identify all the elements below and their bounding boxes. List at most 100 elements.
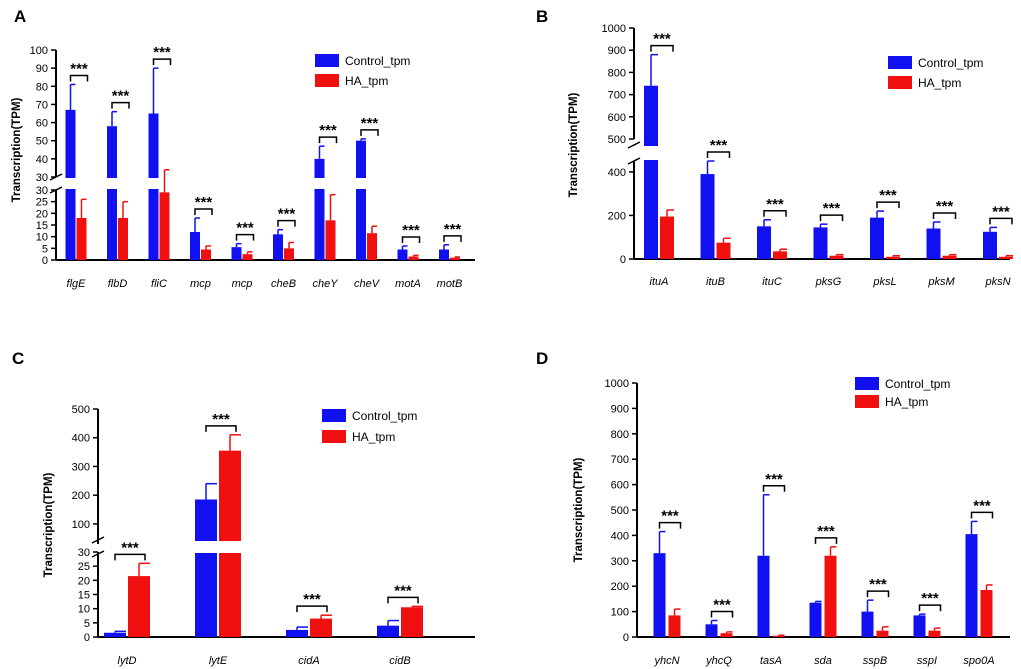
control-bar-pksG: [813, 227, 828, 259]
ha-bar-cheY: [325, 220, 336, 260]
y-tick-label: 400: [72, 433, 90, 445]
significance-bracket: [762, 485, 786, 492]
x-tick-label: lytE: [209, 655, 228, 667]
legend-label: HA_tpm: [352, 430, 395, 444]
bar-break-gap: [643, 146, 659, 160]
significance-bracket: [814, 537, 838, 544]
significance-bracket: [706, 151, 731, 158]
x-tick-label: cidA: [298, 655, 319, 667]
x-tick-label: yhcN: [653, 655, 679, 667]
legend-label: HA_tpm: [345, 74, 388, 88]
significance-label: ***: [879, 187, 897, 204]
ha-bar-spo0A: [980, 590, 993, 637]
y-axis-label: Transcription(TPM): [11, 97, 23, 202]
y-tick-label: 700: [611, 454, 629, 466]
control-bar-yhcQ: [705, 624, 718, 637]
control-bar-pksN: [983, 231, 997, 259]
significance-bracket: [387, 596, 419, 604]
significance-bracket: [277, 219, 296, 227]
legend-label: Control_tpm: [352, 409, 417, 423]
y-tick-label: 400: [611, 530, 629, 542]
x-tick-label: tasA: [760, 655, 782, 667]
control-bar-lytD: [104, 632, 126, 637]
axis-break-mark: [49, 186, 63, 194]
control-bar-spo0A: [965, 534, 978, 637]
x-tick-label: ituA: [650, 276, 669, 288]
x-tick-label: pksL: [872, 276, 896, 288]
panel-letter: D: [536, 349, 548, 368]
ha-bar-mcp: [201, 249, 211, 260]
y-tick-label: 20: [78, 575, 90, 587]
significance-bracket: [152, 58, 172, 66]
y-tick-label: 700: [608, 90, 626, 102]
y-tick-label: 800: [608, 67, 626, 79]
y-tick-label: 100: [30, 45, 48, 57]
ha-bar-motB: [450, 257, 460, 260]
axis-break-mark: [627, 157, 641, 165]
ha-bar-ituC: [773, 251, 787, 259]
control-bar-lytE: [195, 499, 217, 637]
significance-label: ***: [869, 576, 887, 593]
significance-label: ***: [992, 203, 1010, 220]
control-bar-cidB: [377, 625, 399, 637]
ha-bar-motA: [408, 256, 419, 260]
control-bar-motB: [439, 249, 449, 260]
control-bar-sda: [809, 602, 822, 637]
x-tick-label: cheV: [354, 278, 381, 290]
ha-bar-flgE: [76, 218, 87, 260]
y-tick-label: 200: [608, 210, 626, 222]
y-tick-label: 40: [36, 154, 48, 166]
legend-swatch-ha: [888, 76, 912, 89]
y-tick-label: 90: [36, 63, 48, 75]
y-tick-label: 10: [78, 604, 90, 616]
axis-break-mark: [49, 173, 63, 181]
bar-break-gap: [218, 541, 242, 553]
significance-label: ***: [710, 137, 728, 154]
panel-letter: B: [536, 7, 548, 26]
legend-swatch-control: [322, 409, 346, 422]
significance-bracket: [205, 425, 237, 432]
x-tick-label: cheB: [271, 278, 296, 290]
significance-bracket: [114, 553, 146, 561]
x-tick-label: ituB: [706, 276, 725, 288]
ha-bar-yhcQ: [720, 633, 733, 637]
x-tick-label: pksM: [927, 276, 955, 288]
ha-bar-cidA: [310, 618, 332, 637]
x-tick-label: fliC: [151, 278, 167, 290]
y-tick-label: 0: [42, 255, 48, 267]
x-tick-label: lytD: [118, 655, 137, 667]
legend-swatch-control: [855, 377, 879, 390]
significance-label: ***: [70, 60, 88, 77]
panel-letter: A: [14, 7, 26, 26]
legend-label: HA_tpm: [918, 76, 961, 90]
y-tick-label: 200: [72, 490, 90, 502]
significance-bracket: [111, 101, 130, 109]
ha-bar-sda: [824, 555, 837, 637]
control-bar-sspI: [913, 615, 926, 637]
legend-swatch-ha: [322, 430, 346, 443]
y-tick-label: 30: [36, 185, 48, 197]
significance-label: ***: [394, 582, 412, 599]
ha-bar-pksL: [886, 256, 900, 259]
control-bar-pksM: [926, 228, 941, 259]
y-tick-label: 50: [36, 136, 48, 148]
control-bar-motA: [397, 249, 408, 260]
control-bar-cheB: [273, 234, 283, 260]
significance-bracket: [710, 610, 734, 618]
significance-bracket: [989, 217, 1013, 225]
legend-label: Control_tpm: [918, 56, 983, 70]
ha-bar-pksM: [942, 255, 957, 259]
bar-break-gap: [313, 178, 326, 189]
significance-bracket: [658, 521, 682, 529]
y-tick-label: 100: [611, 607, 629, 619]
control-bar-flbD: [107, 126, 117, 260]
y-tick-label: 300: [72, 461, 90, 473]
ha-bar-tasA: [772, 635, 785, 637]
y-tick-label: 0: [623, 632, 629, 644]
bar-break-gap: [106, 178, 118, 189]
ha-bar-fliC: [159, 192, 170, 260]
bar-break-gap: [64, 178, 77, 189]
y-tick-label: 1000: [605, 378, 629, 390]
y-tick-label: 100: [72, 519, 90, 531]
